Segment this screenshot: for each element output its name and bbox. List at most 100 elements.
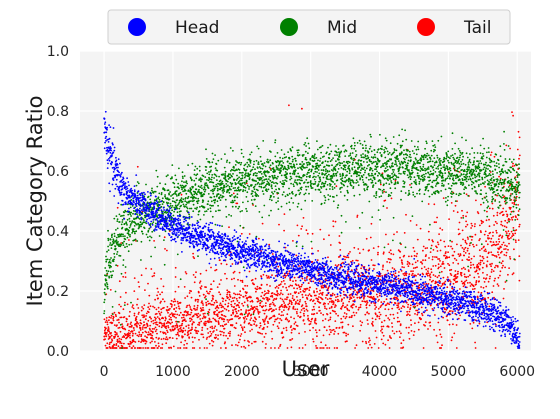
data-point [296, 287, 299, 290]
data-point [368, 163, 370, 166]
data-point [128, 217, 131, 220]
data-point [191, 328, 194, 330]
data-point [443, 240, 446, 243]
data-point [158, 192, 161, 195]
data-point [309, 157, 312, 160]
data-point [290, 346, 293, 349]
data-point [246, 161, 249, 164]
data-point [163, 322, 166, 325]
data-point [259, 287, 262, 290]
data-point [196, 202, 199, 205]
data-point [477, 265, 480, 268]
data-point [130, 324, 133, 327]
data-point [314, 181, 317, 183]
data-point [152, 221, 155, 224]
data-point [106, 323, 109, 326]
data-point [188, 304, 191, 307]
data-point [107, 334, 110, 336]
data-point [145, 331, 148, 334]
data-point [352, 325, 354, 328]
data-point [205, 298, 208, 301]
data-point [366, 311, 369, 314]
data-point [205, 182, 208, 185]
data-point [168, 198, 171, 201]
data-point [214, 167, 217, 170]
data-point [283, 156, 286, 159]
data-point [285, 329, 288, 332]
data-point [173, 315, 176, 318]
data-point [307, 142, 310, 145]
data-point [361, 144, 364, 146]
data-point [377, 245, 380, 248]
data-point [176, 313, 179, 316]
data-point [359, 178, 361, 181]
data-point [170, 318, 173, 321]
data-point [466, 282, 469, 284]
data-point [464, 241, 467, 244]
data-point [509, 147, 511, 150]
data-point [342, 168, 345, 171]
data-point [363, 296, 365, 299]
data-point [277, 287, 280, 289]
data-point [221, 196, 223, 199]
data-point [473, 266, 476, 269]
data-point [433, 328, 435, 331]
data-point [455, 259, 458, 261]
data-point [471, 327, 474, 330]
data-point [364, 149, 367, 152]
data-point [246, 184, 249, 187]
data-point [508, 233, 511, 235]
data-point [349, 251, 351, 253]
data-point [263, 181, 265, 184]
data-point [358, 166, 361, 169]
data-point [211, 176, 213, 179]
data-point [129, 310, 131, 313]
data-point [208, 292, 210, 295]
data-point [436, 246, 438, 249]
data-point [197, 330, 200, 333]
data-point [339, 164, 341, 167]
data-point [224, 175, 227, 178]
data-point [483, 233, 486, 236]
data-point [267, 188, 270, 191]
data-point [303, 163, 305, 165]
data-point [291, 146, 294, 149]
data-point [291, 191, 294, 193]
data-point [337, 332, 340, 335]
data-point [478, 280, 480, 283]
data-point [275, 308, 277, 310]
data-point [324, 170, 327, 173]
data-point [432, 240, 434, 243]
data-point [218, 196, 221, 199]
data-point [241, 279, 244, 282]
data-point [261, 300, 263, 303]
data-point [121, 219, 124, 221]
data-point [368, 249, 370, 252]
data-point [295, 160, 297, 162]
data-point [221, 180, 224, 183]
data-point [250, 308, 252, 310]
data-point [115, 315, 117, 318]
data-point [430, 280, 433, 283]
data-point [382, 252, 385, 255]
data-point [225, 277, 228, 280]
data-point [202, 188, 205, 191]
data-point [348, 300, 350, 303]
data-point [390, 197, 393, 200]
data-point [219, 199, 222, 202]
data-point [121, 226, 124, 229]
data-point [153, 347, 156, 349]
data-point [469, 274, 471, 277]
data-point [235, 189, 238, 192]
data-point [280, 205, 283, 208]
data-point [204, 188, 207, 191]
data-point [296, 183, 299, 186]
data-point [342, 180, 344, 183]
data-point [493, 279, 496, 282]
data-point [268, 290, 270, 293]
data-point [319, 180, 322, 182]
data-point [232, 173, 234, 175]
data-point [304, 344, 307, 346]
data-point [308, 289, 311, 292]
data-point [419, 227, 422, 230]
